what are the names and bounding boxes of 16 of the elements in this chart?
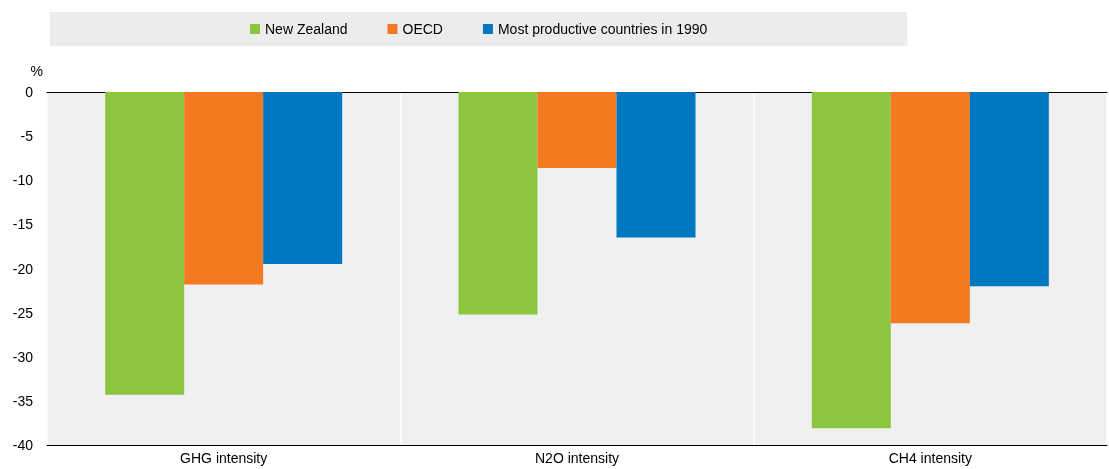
legend-label: OECD [402, 21, 443, 37]
x-tick-label: CH4 intensity [888, 450, 972, 466]
x-tick-label: N2O intensity [534, 450, 620, 466]
y-tick-label: -40 [12, 437, 34, 453]
y-tick-label: -30 [12, 348, 34, 365]
x-tick-label: GHG intensity [180, 450, 268, 466]
y-tick-label: -5 [20, 128, 34, 145]
y-tick-label: -35 [12, 392, 34, 409]
legend-label: Most productive countries in 1990 [497, 21, 708, 37]
y-tick-label: -20 [12, 260, 34, 277]
y-tick-label: -10 [12, 172, 34, 189]
y-tick-label: -25 [12, 304, 34, 321]
y-tick-label: -15 [12, 216, 34, 233]
y-tick-label: 0 [25, 84, 34, 100]
y-axis-title: % [30, 63, 43, 79]
legend-label: New Zealand [265, 21, 348, 37]
